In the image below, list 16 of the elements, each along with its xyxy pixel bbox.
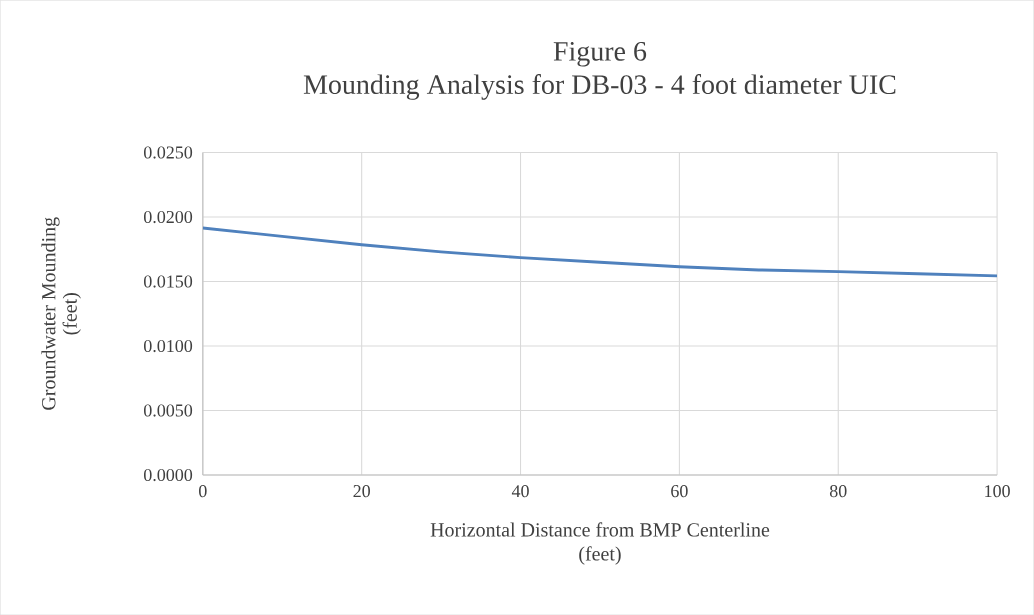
x-tick-label: 0 xyxy=(199,484,207,498)
chart-title: Figure 6 Mounding Analysis for DB-03 - 4 foot diameter UIC xyxy=(303,41,896,100)
x-tick-label: 20 xyxy=(353,484,370,498)
y-tick-label: 0.0100 xyxy=(144,339,193,353)
line-series xyxy=(202,226,998,278)
y-axis-title: Groundwater Mounding (feet) xyxy=(41,217,81,410)
x-tick-label: 40 xyxy=(511,484,529,498)
x-tick-label: 100 xyxy=(985,484,1010,498)
y-tick-label: 0.0250 xyxy=(144,146,193,159)
y-tick-label: 0.0050 xyxy=(144,404,193,417)
y-tick-label: 0.0000 xyxy=(144,468,193,482)
x-tick-label: 60 xyxy=(671,484,688,498)
y-tick-label: 0.0150 xyxy=(144,275,193,288)
x-axis-title: Horizontal Distance from BMP Centerline (feet) xyxy=(430,522,770,565)
y-tick-label: 0.0200 xyxy=(144,210,193,224)
x-tick-label: 80 xyxy=(829,484,847,498)
